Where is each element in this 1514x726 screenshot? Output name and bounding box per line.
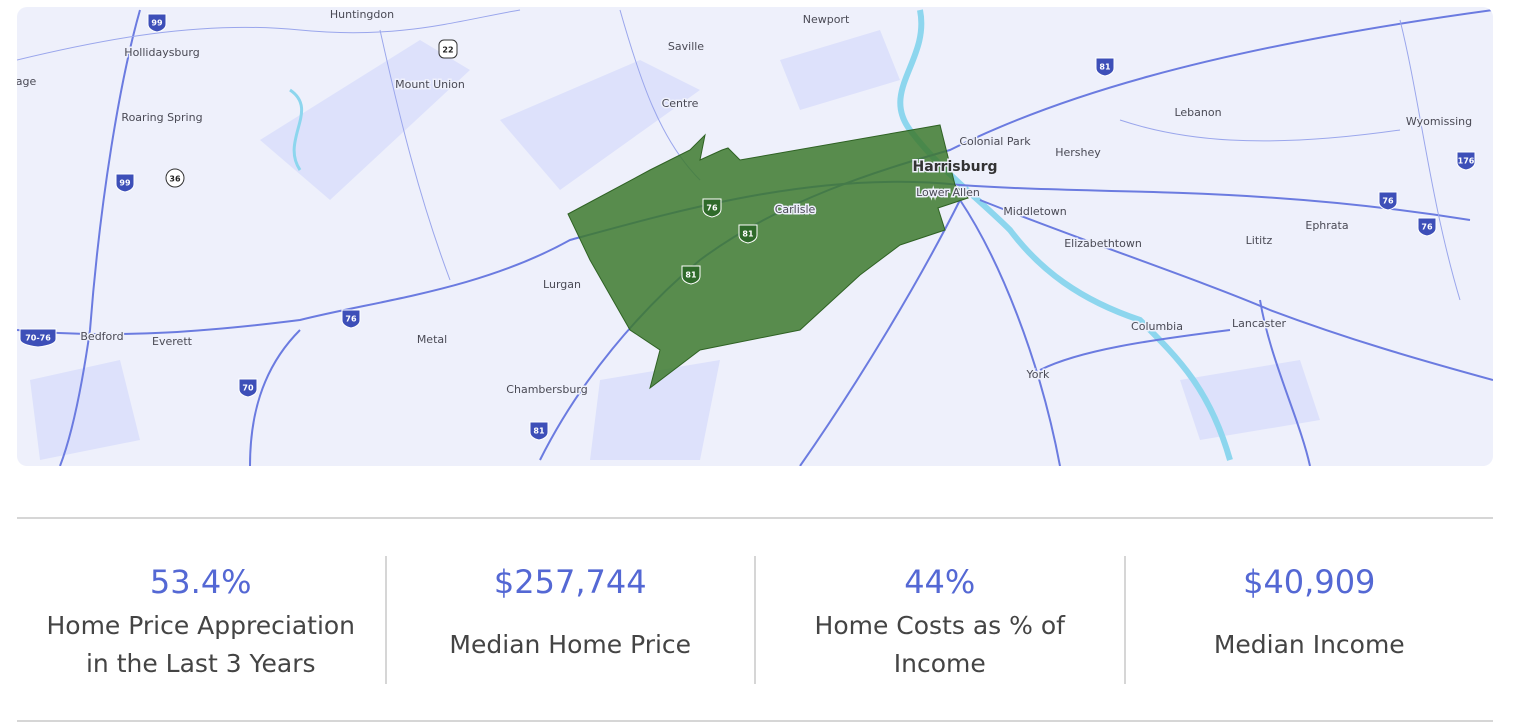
route-shield (1095, 57, 1115, 77)
place-label: York (1026, 368, 1051, 381)
place-label: Bedford (80, 330, 123, 343)
route-shield (738, 224, 758, 244)
place-label: Everett (152, 335, 193, 348)
stat-label: Median Income (1213, 630, 1405, 659)
place-label: Elizabethtown (1064, 237, 1142, 250)
route-shield (19, 328, 57, 348)
place-label: Lurgan (543, 278, 581, 291)
route-number: 81 (685, 271, 697, 280)
place-label: Lebanon (1174, 106, 1221, 119)
place-label: Columbia (1131, 320, 1183, 333)
stat-value: 44% (904, 563, 976, 601)
route-number: 76 (345, 315, 357, 324)
place-label: Harrisburg (912, 159, 997, 175)
route-number: 76 (1382, 197, 1394, 206)
stat: $257,744 Median Home Price (384, 556, 755, 684)
place-label: Metal (417, 333, 447, 346)
route-number: 36 (169, 175, 181, 184)
place-label: Saville (668, 40, 704, 53)
place-label: Hollidaysburg (124, 46, 199, 59)
stat: $40,909 Median Income (1123, 556, 1494, 684)
stat: 44% Home Costs as % of Income (754, 556, 1124, 684)
route-shield (238, 378, 258, 398)
stats-row: 53.4% Home Price Appreciation in the Las… (17, 556, 1493, 684)
stat-label: Home Costs as % of Income (814, 611, 1065, 678)
river (897, 9, 1233, 461)
place-label: Chambersburg (506, 383, 587, 396)
stat-value: $40,909 (1243, 563, 1376, 601)
route-shield (147, 13, 167, 33)
route-shield (341, 309, 361, 329)
route-shield (1417, 217, 1437, 237)
stat-value: 53.4% (149, 563, 252, 601)
divider (17, 720, 1493, 722)
route-number: 81 (533, 427, 545, 436)
route-number: 81 (742, 230, 754, 239)
route-shield (115, 173, 135, 193)
place-label: Colonial Park (959, 135, 1031, 148)
route-number: 76 (1421, 223, 1433, 232)
place-label: Lancaster (1232, 317, 1286, 330)
route-shield (681, 265, 701, 285)
place-label: Lower Allen (916, 186, 980, 199)
place-label: age (16, 75, 37, 88)
place-label: Huntingdon (330, 8, 394, 21)
route-number: 76 (706, 204, 718, 213)
route-number: 22 (442, 46, 453, 55)
place-label: Centre (662, 97, 699, 110)
route-number: 70 (242, 384, 254, 393)
route-shield (1456, 151, 1476, 171)
stat-value: $257,744 (493, 563, 647, 601)
highlighted-region (567, 124, 969, 390)
place-label: Hershey (1055, 146, 1101, 159)
route-number: 70-76 (25, 334, 51, 343)
route-number: 99 (119, 179, 131, 188)
map-layer: age Huntingdon Newport Hollidaysburg Saville… (16, 7, 1493, 466)
stat-label: Home Price Appreciation in the Last 3 Ye… (46, 611, 356, 678)
route-number: 99 (151, 19, 163, 28)
divider (17, 517, 1493, 519)
place-label: Newport (803, 13, 850, 26)
place-label: Wyomissing (1406, 115, 1472, 128)
stat: 53.4% Home Price Appreciation in the Las… (17, 556, 385, 684)
stat-label: Median Home Price (449, 630, 692, 659)
route-shield (438, 39, 458, 59)
route-shield (1378, 191, 1398, 211)
route-number: 176 (1458, 157, 1475, 166)
route-shield (165, 168, 185, 188)
map: age Huntingdon Newport Hollidaysburg Saville… (16, 7, 1493, 466)
place-label: Mount Union (395, 78, 465, 91)
place-label: Lititz (1246, 234, 1273, 247)
terrain (30, 30, 1320, 460)
route-shield (702, 198, 722, 218)
place-label: Middletown (1003, 205, 1066, 218)
route-shield (529, 421, 549, 441)
place-label: Roaring Spring (121, 111, 202, 124)
place-label: Carlisle (775, 203, 816, 216)
river (289, 88, 303, 171)
place-label: Ephrata (1305, 219, 1348, 232)
route-number: 81 (1099, 63, 1111, 72)
